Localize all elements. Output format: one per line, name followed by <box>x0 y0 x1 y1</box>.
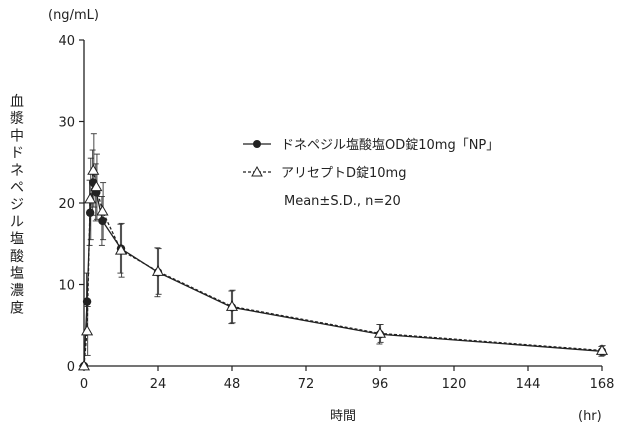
x-ticks: 0 24 48 72 96 120 144 168 <box>80 366 615 392</box>
y-axis-label-char: ド <box>10 146 24 162</box>
y-axis-label-char: ペ <box>10 180 24 196</box>
x-tick-label: 168 <box>590 377 615 392</box>
x-tick-label: 72 <box>298 377 315 392</box>
y-axis-label-char: 血 <box>10 94 24 110</box>
data-point-aricept <box>81 324 94 336</box>
data-point-aricept <box>90 180 103 192</box>
y-axis-label-char: 酸 <box>10 249 24 265</box>
legend-marker-np <box>253 140 261 148</box>
data-point-np <box>85 208 95 217</box>
y-tick-label: 10 <box>58 279 75 294</box>
data-point-aricept <box>595 344 609 355</box>
y-axis-label-char: 濃 <box>10 283 24 299</box>
y-tick-label: 30 <box>58 116 75 131</box>
y-axis-label-char: ジ <box>10 197 24 213</box>
legend: ドネペジル塩酸塩OD錠10mg「NP」 アリセプトD錠10mg Mean±S.D… <box>243 138 499 209</box>
y-ticks: 0 10 20 30 40 <box>58 34 84 375</box>
data-point-aricept <box>87 164 100 175</box>
data-point-aricept <box>373 327 387 338</box>
y-tick-label: 0 <box>67 360 75 375</box>
data-point-np <box>82 297 92 306</box>
series-markers <box>77 164 609 371</box>
y-axis-label-char: 塩 <box>10 266 24 282</box>
x-tick-label: 120 <box>442 377 467 392</box>
legend-note: Mean±S.D., n=20 <box>284 194 401 209</box>
y-axis-label-char: 漿 <box>10 111 24 127</box>
x-tick-label: 144 <box>516 377 541 392</box>
data-point-aricept <box>96 204 109 216</box>
data-point-aricept <box>114 244 128 255</box>
x-tick-label: 96 <box>372 377 389 392</box>
legend-label-np: ドネペジル塩酸塩OD錠10mg「NP」 <box>281 138 499 153</box>
legend-marker-aricept <box>251 165 263 177</box>
y-axis-label-char: 度 <box>10 300 24 316</box>
x-unit-label: (hr) <box>578 409 602 424</box>
y-tick-label: 20 <box>58 197 75 212</box>
x-tick-label: 24 <box>150 377 167 392</box>
data-point-aricept <box>77 359 91 371</box>
y-tick-label: 40 <box>58 34 75 49</box>
x-axis-label: 時間 <box>330 409 356 424</box>
data-point-aricept <box>225 300 239 311</box>
y-axis-label-char: 塩 <box>10 232 24 248</box>
x-tick-label: 48 <box>224 377 241 392</box>
y-axis-label-char: ル <box>10 214 24 230</box>
y-unit-label: (ng/mL) <box>48 8 99 23</box>
data-point-np <box>98 216 107 226</box>
data-point-aricept <box>151 265 165 276</box>
x-tick-label: 0 <box>80 377 88 392</box>
legend-label-aricept: アリセプトD錠10mg <box>281 166 406 181</box>
y-axis-label-char: 中 <box>10 128 24 144</box>
data-point-aricept <box>84 192 97 204</box>
y-axis-label-char: ネ <box>10 163 24 179</box>
